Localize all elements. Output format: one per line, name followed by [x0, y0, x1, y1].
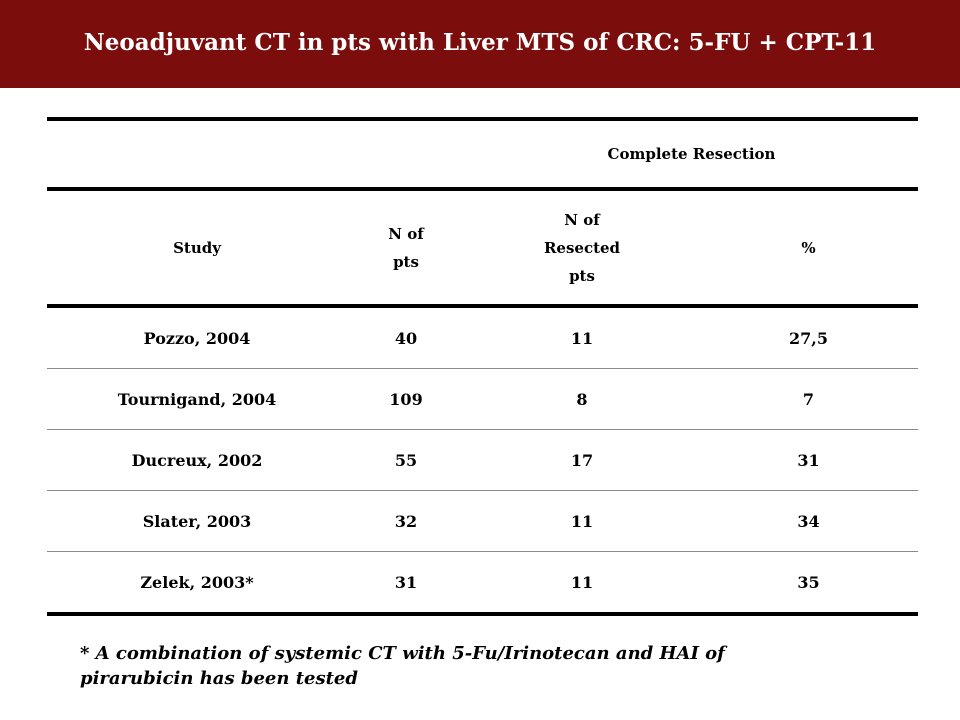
cell-percent: 31: [699, 429, 918, 491]
cell-percent: 35: [699, 551, 918, 616]
table-row: Pozzo, 2004 40 11 27,5: [47, 306, 918, 369]
cell-n-resected: 11: [465, 306, 699, 369]
slide-title: Neoadjuvant CT in pts with Liver MTS of …: [83, 28, 877, 56]
cell-n-resected: 11: [465, 551, 699, 616]
footnote: * A combination of systemic CT with 5-Fu…: [80, 641, 840, 691]
cell-n-pts: 40: [347, 306, 465, 369]
title-bar: Neoadjuvant CT in pts with Liver MTS of …: [0, 0, 960, 88]
cell-study: Ducreux, 2002: [47, 429, 347, 491]
cell-study: Tournigand, 2004: [47, 368, 347, 430]
group-header-spacer: [47, 117, 347, 191]
group-header-spacer: [347, 117, 465, 191]
cell-percent: 34: [699, 490, 918, 552]
cell-n-pts: 32: [347, 490, 465, 552]
cell-n-resected: 17: [465, 429, 699, 491]
column-header-study-label: Study: [173, 238, 221, 257]
cell-study: Pozzo, 2004: [47, 306, 347, 369]
table-row: Slater, 2003 32 11 34: [47, 490, 918, 552]
cell-study: Zelek, 2003*: [47, 551, 347, 616]
column-header-n-pts-line2: pts: [393, 252, 419, 271]
results-table: Complete Resection Study N of pts N of R…: [47, 117, 918, 616]
column-header-study: Study: [47, 189, 347, 308]
table-row: Zelek, 2003* 31 11 35: [47, 551, 918, 616]
column-header-n-pts-line1: N of: [388, 224, 424, 243]
table-group-header-row: Complete Resection: [47, 117, 918, 191]
footnote-line2: pirarubicin has been tested: [80, 668, 358, 689]
column-header-n-pts: N of pts: [347, 189, 465, 308]
results-table-container: Complete Resection Study N of pts N of R…: [47, 117, 918, 616]
cell-n-pts: 109: [347, 368, 465, 430]
column-header-percent: %: [699, 189, 918, 308]
group-header-complete-resection: Complete Resection: [465, 117, 918, 191]
cell-n-pts: 31: [347, 551, 465, 616]
cell-n-resected: 11: [465, 490, 699, 552]
cell-n-resected: 8: [465, 368, 699, 430]
column-header-n-resected-line3: pts: [569, 266, 595, 285]
cell-study: Slater, 2003: [47, 490, 347, 552]
column-header-n-resected-line1: N of: [564, 210, 600, 229]
column-header-n-resected-line2: Resected: [543, 238, 621, 257]
table-column-header-row: Study N of pts N of Resected pts %: [47, 189, 918, 308]
table-row: Tournigand, 2004 109 8 7: [47, 368, 918, 430]
footnote-line1: * A combination of systemic CT with 5-Fu…: [80, 643, 725, 664]
column-header-n-resected: N of Resected pts: [465, 189, 699, 308]
cell-percent: 7: [699, 368, 918, 430]
table-row: Ducreux, 2002 55 17 31: [47, 429, 918, 491]
column-header-percent-label: %: [801, 238, 816, 257]
cell-percent: 27,5: [699, 306, 918, 369]
cell-n-pts: 55: [347, 429, 465, 491]
